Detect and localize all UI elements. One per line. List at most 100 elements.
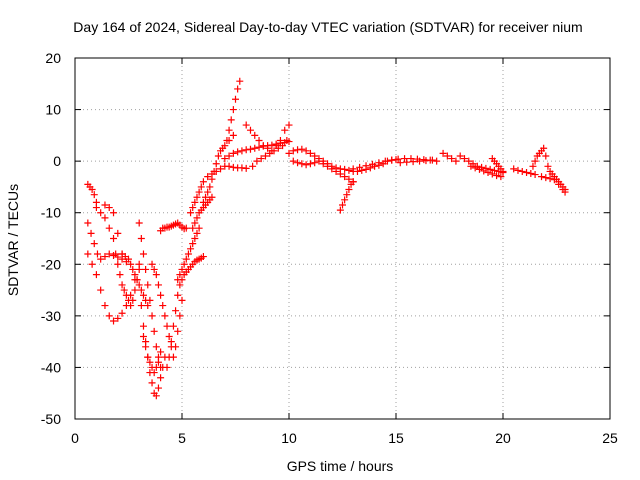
data-point bbox=[544, 162, 552, 170]
data-point bbox=[142, 343, 150, 351]
data-point bbox=[122, 291, 130, 299]
data-point bbox=[84, 219, 92, 227]
data-point bbox=[289, 147, 297, 155]
data-point bbox=[135, 265, 143, 273]
series-arc-8 bbox=[137, 302, 169, 400]
y-tick-label: 10 bbox=[45, 102, 61, 118]
data-point bbox=[84, 250, 92, 258]
data-point bbox=[178, 265, 186, 273]
data-point bbox=[497, 173, 505, 181]
data-point bbox=[493, 172, 501, 180]
data-point bbox=[176, 281, 184, 289]
data-point bbox=[349, 178, 357, 186]
data-point bbox=[112, 250, 120, 258]
data-point bbox=[550, 176, 558, 184]
x-axis-label: GPS time / hours bbox=[287, 458, 394, 474]
data-point bbox=[135, 281, 143, 289]
data-point bbox=[302, 161, 310, 169]
data-point bbox=[150, 369, 158, 377]
data-point bbox=[206, 183, 214, 191]
data-point bbox=[396, 159, 404, 167]
data-point bbox=[294, 159, 302, 167]
data-point bbox=[157, 291, 165, 299]
x-tick-labels: 0 5 10 15 20 25 bbox=[71, 430, 618, 446]
data-point bbox=[139, 332, 147, 340]
data-point bbox=[116, 271, 124, 279]
y-tick-label: -50 bbox=[41, 411, 61, 427]
data-point bbox=[139, 250, 147, 258]
data-point bbox=[135, 219, 143, 227]
data-point bbox=[555, 180, 563, 188]
data-point bbox=[133, 276, 141, 284]
data-point bbox=[165, 353, 173, 361]
data-point bbox=[336, 206, 344, 214]
data-point bbox=[510, 165, 518, 173]
data-point bbox=[172, 307, 180, 315]
data-point bbox=[163, 363, 171, 371]
data-point bbox=[339, 201, 346, 209]
y-tick-label: -30 bbox=[41, 308, 61, 324]
data-point bbox=[195, 224, 203, 232]
data-point bbox=[345, 166, 353, 174]
data-point bbox=[92, 204, 100, 212]
data-point bbox=[332, 167, 340, 175]
data-point bbox=[182, 224, 190, 232]
data-point bbox=[467, 162, 475, 170]
data-point bbox=[499, 167, 507, 175]
series-arc-7 bbox=[135, 219, 165, 371]
data-point bbox=[542, 152, 550, 160]
y-tick-label: 0 bbox=[53, 153, 61, 169]
data-point bbox=[285, 149, 293, 157]
data-point bbox=[428, 156, 436, 164]
data-point bbox=[157, 374, 165, 382]
data-point bbox=[93, 250, 101, 258]
data-point bbox=[148, 312, 156, 320]
data-point bbox=[311, 159, 319, 167]
data-point bbox=[251, 144, 259, 152]
data-point bbox=[349, 165, 357, 173]
data-point bbox=[229, 131, 237, 139]
data-point bbox=[97, 286, 105, 294]
data-point bbox=[202, 193, 210, 201]
data-point bbox=[187, 245, 195, 253]
data-point bbox=[471, 164, 479, 172]
series-arc-23 bbox=[336, 178, 357, 214]
x-tick-label: 20 bbox=[495, 430, 511, 446]
data-point bbox=[257, 155, 265, 163]
data-point bbox=[229, 149, 237, 157]
data-point bbox=[249, 162, 257, 170]
y-axis-label: SDTVAR / TECUs bbox=[5, 184, 21, 296]
data-point bbox=[229, 106, 237, 114]
data-point bbox=[452, 157, 460, 165]
data-point bbox=[448, 155, 456, 163]
data-point bbox=[90, 240, 98, 248]
data-point bbox=[178, 296, 186, 304]
data-point bbox=[184, 250, 192, 258]
data-point bbox=[266, 149, 274, 157]
data-point bbox=[152, 343, 160, 351]
series-arc-24 bbox=[349, 155, 441, 173]
data-point bbox=[199, 253, 207, 261]
data-point bbox=[174, 291, 182, 299]
data-point bbox=[523, 168, 531, 176]
data-point bbox=[174, 276, 182, 284]
data-point bbox=[191, 235, 199, 242]
data-point bbox=[154, 281, 162, 289]
series-arc-26 bbox=[439, 149, 460, 165]
data-point bbox=[324, 162, 332, 170]
data-point bbox=[225, 162, 233, 170]
y-tick-labels: -50 -40 -30 -20 -10 0 10 20 bbox=[41, 50, 61, 427]
data-point bbox=[193, 193, 201, 201]
data-point bbox=[144, 281, 152, 289]
y-tick-label: -40 bbox=[41, 359, 61, 375]
series-arc-31 bbox=[529, 144, 569, 194]
data-point bbox=[341, 173, 349, 181]
data-point bbox=[527, 170, 535, 178]
y-tick-label: -10 bbox=[41, 205, 61, 221]
plot-frame bbox=[74, 57, 611, 420]
data-point bbox=[460, 155, 468, 163]
data-point bbox=[214, 152, 222, 160]
data-point bbox=[242, 121, 250, 129]
data-point bbox=[105, 204, 113, 212]
data-point bbox=[403, 158, 411, 166]
